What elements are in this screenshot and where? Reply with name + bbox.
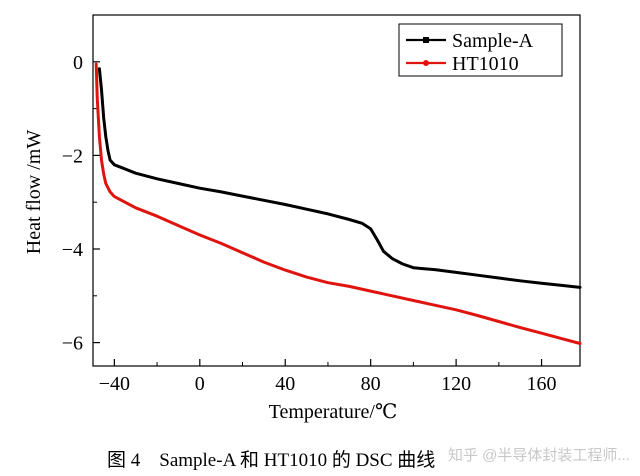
- figure-caption: 图 4 Sample-A 和 HT1010 的 DSC 曲线: [107, 449, 435, 471]
- series-lines: [94, 62, 582, 345]
- watermark: 知乎 @半导体封装工程师...: [448, 447, 630, 464]
- legend-box: [398, 23, 563, 77]
- y-tick-label: 0: [73, 52, 83, 74]
- legend-label-sample-a: Sample-A: [452, 30, 534, 52]
- axis-ticks: [93, 14, 543, 366]
- legend-marker-ht1010: [423, 60, 429, 66]
- legend: Sample-A HT1010: [398, 23, 563, 77]
- legend-label-ht1010: HT1010: [452, 53, 519, 75]
- series-line-sample-a: [97, 67, 582, 289]
- x-tick-label: 160: [527, 373, 557, 395]
- x-tick-label: −40: [99, 373, 130, 395]
- x-tick-label: 0: [195, 373, 205, 395]
- x-axis-label: Temperature/℃: [269, 401, 398, 423]
- legend-marker-sample-a: [423, 37, 429, 43]
- y-tick-label: −4: [62, 239, 83, 261]
- series-line-ht1010: [94, 62, 582, 345]
- x-tick-label: 80: [361, 373, 381, 395]
- y-tick-label: −6: [62, 333, 83, 355]
- y-axis-label: Heat flow /mW: [23, 130, 45, 255]
- x-tick-label: 40: [275, 373, 295, 395]
- y-tick-label: −2: [62, 145, 83, 167]
- plot-frame: [92, 14, 581, 367]
- x-tick-label: 120: [441, 373, 471, 395]
- axis-tick-labels: −40 0 40 80 120 160 0 −2 −4 −6: [62, 52, 557, 395]
